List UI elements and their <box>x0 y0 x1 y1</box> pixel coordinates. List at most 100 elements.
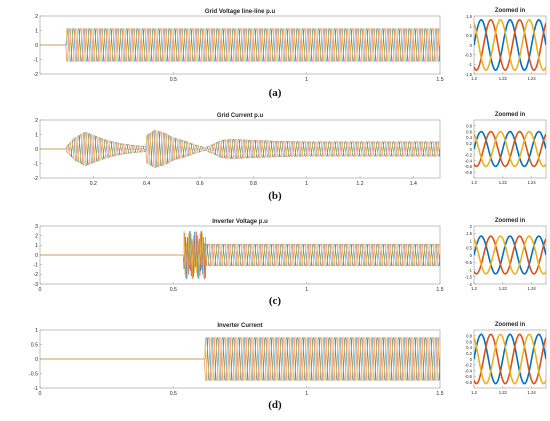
zoom-c-xtick-label: 1.24 <box>528 286 537 291</box>
zoom-d-ytick-label: 0.8 <box>466 334 472 339</box>
panel-b-xtick-label: 0.6 <box>196 181 203 187</box>
panel-c-ytick-label: -3 <box>33 282 38 288</box>
panel-b-xtick-label: 1.2 <box>356 181 363 187</box>
zoom-b-series-phase-c <box>474 130 546 168</box>
panel-d-ytick-label: 1 <box>35 328 38 334</box>
panel-a: Grid Voltage line-line p.u -2 -1 0 1 2 0.5 1 1.5… <box>33 8 547 99</box>
zoom-a-xtick-label: 1.22 <box>499 76 508 81</box>
panel-b-ytick-label: 2 <box>35 118 38 124</box>
zoom-d-series-phase-c <box>474 333 546 385</box>
zoom-a-xtick-label: 1.24 <box>528 76 537 81</box>
panel-b-xtick-label: 1 <box>305 181 308 187</box>
zoom-b-xtick-label: 1.2 <box>471 180 477 185</box>
zoom-b-axes <box>473 119 547 179</box>
panel-c-xtick-label: 1 <box>305 287 308 293</box>
zoom-a-title: Zoomed in <box>495 8 526 14</box>
zoom-b-ytick-label: 0.8 <box>466 124 472 129</box>
panel-a-ytick-label: 1 <box>35 28 38 34</box>
zoom-d-xtick-label: 1.22 <box>499 390 508 395</box>
zoom-c-ytick-label: -2 <box>468 282 472 287</box>
panel-c-ytick-label: 0 <box>35 253 38 259</box>
panel-a-ytick-label: -1 <box>33 57 38 63</box>
zoom-c-xtick-label: 1.2 <box>471 286 477 291</box>
zoom-b-ytick-label: -0.2 <box>465 153 473 158</box>
panel-b-title: Grid Current p.u <box>217 113 264 119</box>
panel-a-xtick-label: 1 <box>305 77 308 83</box>
zoom-b-ytick-label: 0 <box>470 147 473 152</box>
panel-b-series-phase-c <box>40 130 440 169</box>
zoom-b-ytick-label: -0.6 <box>465 164 473 169</box>
zoom-d-axes <box>473 329 547 389</box>
panel-b-xtick-label: 0.2 <box>90 181 97 187</box>
zoom-b-xtick-label: 1.22 <box>499 180 508 185</box>
zoom-c-ytick-label: 1 <box>470 238 473 243</box>
zoom-c-title: Zoomed in <box>495 218 526 224</box>
panel-c-ytick-label: 3 <box>35 224 38 230</box>
zoom-c-ytick-label: 1.5 <box>466 231 472 236</box>
zoom-c-series-phase-c <box>474 235 546 275</box>
panel-a-ytick-label: 0 <box>35 43 38 49</box>
zoom-a-ytick-label: 0 <box>470 43 473 48</box>
panel-c-series-phase-c <box>40 230 440 279</box>
panel-b-ytick-label: -1 <box>33 161 38 167</box>
zoom-b-ytick-label: 0.4 <box>466 135 472 140</box>
panel-b-xtick-label: 0.8 <box>250 181 257 187</box>
panel-c-ytick-label: -2 <box>33 272 38 278</box>
zoom-a-xtick-label: 1.2 <box>471 76 477 81</box>
zoom-b-ytick-label: -0.8 <box>465 170 473 175</box>
zoom-d-xtick-label: 1.2 <box>471 390 477 395</box>
panel-b-ytick-label: 0 <box>35 147 38 153</box>
panel-d-xtick-label: 1.5 <box>436 391 443 397</box>
panel-a-xtick-label: 1.5 <box>436 77 443 83</box>
panel-d-caption: (d) <box>268 399 282 411</box>
panel-a-title: Grid Voltage line-line p.u <box>205 9 276 15</box>
panel-b-caption: (b) <box>268 190 282 202</box>
panel-b-series-phase-a <box>40 130 440 168</box>
zoom-c-ytick-label: -1 <box>468 267 472 272</box>
zoom-c-axes <box>473 225 547 285</box>
panel-d-xtick-label: 1 <box>305 391 308 397</box>
panel-d-ytick-label: 0.5 <box>31 342 38 348</box>
zoom-d-ytick-label: -0.6 <box>465 374 473 379</box>
panel-a-ytick-label: -2 <box>33 72 38 78</box>
panel-a-xtick-label: 0.5 <box>170 77 177 83</box>
zoom-d-ytick-label: -0.4 <box>465 368 473 373</box>
zoom-b-ytick-label: 0.2 <box>466 141 472 146</box>
zoom-d-title: Zoomed in <box>495 322 526 328</box>
panel-b-xtick-label: 1.4 <box>410 181 417 187</box>
zoom-c-xtick-label: 1.22 <box>499 286 508 291</box>
zoom-d-ytick-label: 0 <box>470 357 473 362</box>
zoom-d-ytick-label: 0.4 <box>466 345 472 350</box>
zoom-d-ytick-label: 0.6 <box>466 339 472 344</box>
zoom-c-ytick-label: 0.5 <box>466 246 472 251</box>
zoom-c-ytick-label: -0.5 <box>465 260 473 265</box>
panel-a-series-phase-a <box>40 28 440 62</box>
zoom-c-ytick-label: 2 <box>470 224 473 229</box>
zoom-a-axes <box>473 15 547 75</box>
zoom-a-ytick-label: 1.5 <box>466 14 472 19</box>
panel-b-xtick-label: 0.4 <box>143 181 150 187</box>
panel-a-caption: (a) <box>269 87 282 99</box>
panel-a-ytick-label: 2 <box>35 14 38 20</box>
zoom-a-ytick-label: 0.5 <box>466 33 472 38</box>
zoom-a-ytick-label: 1 <box>470 23 473 28</box>
panel-d-title: Inverter Current <box>217 323 262 329</box>
panel-b-ytick-label: -2 <box>33 176 38 182</box>
zoom-d-ytick-label: -0.8 <box>465 380 473 385</box>
panel-c-xtick-label: 1.5 <box>436 287 443 293</box>
panel-c-xtick-label: 0.5 <box>170 287 177 293</box>
zoom-d-ytick-label: -0.2 <box>465 363 473 368</box>
panel-d-ytick-label: -0.5 <box>29 371 38 377</box>
panel-c-ytick-label: 1 <box>35 243 38 249</box>
panel-d-ytick-label: -1 <box>33 386 38 392</box>
panel-c-title: Inverter Voltage p.u <box>212 219 268 225</box>
panel-d-xtick-label: 0 <box>39 391 42 397</box>
panel-b-ytick-label: 1 <box>35 132 38 138</box>
panel-c-ytick-label: 2 <box>35 233 38 239</box>
panel-b-series-phase-b <box>40 129 440 168</box>
zoom-a-ytick-label: -0.5 <box>465 52 473 57</box>
zoom-b-title: Zoomed in <box>495 112 526 118</box>
zoom-a-ytick-label: -1.5 <box>465 72 473 77</box>
